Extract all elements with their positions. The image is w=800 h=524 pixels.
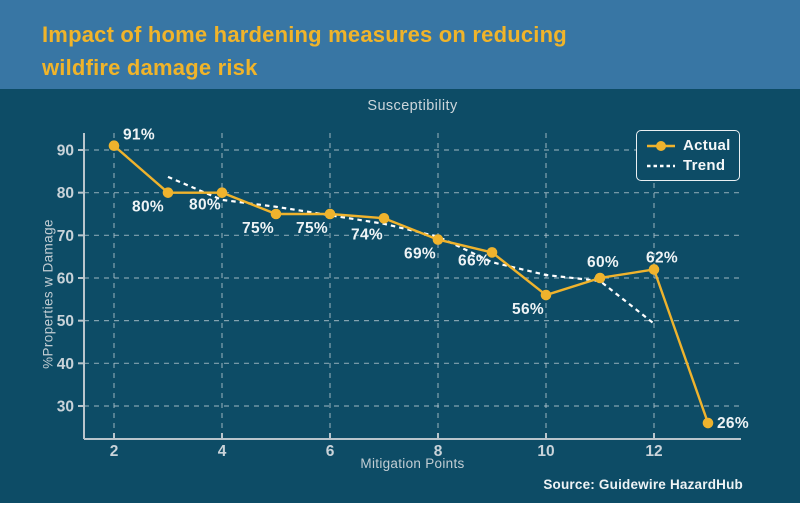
actual-series-marker-icon xyxy=(647,140,675,151)
header-banner: Impact of home hardening measures on red… xyxy=(0,0,800,89)
legend-label-actual: Actual xyxy=(683,137,731,154)
svg-text:74%: 74% xyxy=(351,226,383,243)
svg-text:62%: 62% xyxy=(646,249,678,266)
legend-label-trend: Trend xyxy=(683,157,726,174)
svg-text:6: 6 xyxy=(326,443,335,460)
svg-text:56%: 56% xyxy=(512,301,544,318)
bottom-margin xyxy=(0,503,800,524)
line-chart: 2 4 6 8 10 12 30 40 50 60 70 80 90 91% 80% 80% 75% 75% 74%… xyxy=(57,127,749,460)
svg-text:2: 2 xyxy=(110,443,119,460)
page-title: Impact of home hardening measures on red… xyxy=(0,0,800,84)
svg-text:69%: 69% xyxy=(404,246,436,263)
svg-text:4: 4 xyxy=(218,443,227,460)
svg-text:60: 60 xyxy=(57,270,74,287)
svg-text:91%: 91% xyxy=(123,127,155,144)
svg-text:66%: 66% xyxy=(458,252,490,269)
legend-item-actual: Actual xyxy=(646,137,739,154)
svg-text:80%: 80% xyxy=(189,197,221,214)
legend: Actual Trend xyxy=(636,130,740,181)
svg-text:75%: 75% xyxy=(242,220,274,237)
svg-text:26%: 26% xyxy=(717,415,749,432)
page-title-line2: wildfire damage risk xyxy=(42,55,258,80)
svg-text:90: 90 xyxy=(57,143,74,160)
svg-text:50: 50 xyxy=(57,313,74,330)
page-title-line1: Impact of home hardening measures on red… xyxy=(42,22,567,47)
legend-item-trend: Trend xyxy=(646,157,739,174)
chart-section: Susceptibility 2 4 6 8 10 12 30 40 50 60 70 80 90 91%… xyxy=(0,89,800,503)
svg-text:12: 12 xyxy=(645,443,662,460)
x-axis-label: Mitigation Points xyxy=(360,456,465,471)
svg-text:8: 8 xyxy=(434,443,443,460)
svg-text:10: 10 xyxy=(537,443,554,460)
source-credit: Source: Guidewire HazardHub xyxy=(543,477,743,492)
svg-text:75%: 75% xyxy=(296,220,328,237)
svg-text:30: 30 xyxy=(57,398,74,415)
svg-text:60%: 60% xyxy=(587,254,619,271)
svg-text:70: 70 xyxy=(57,228,74,245)
svg-text:40: 40 xyxy=(57,356,74,373)
chart-title: Susceptibility xyxy=(367,98,458,114)
svg-text:80%: 80% xyxy=(132,199,164,216)
trend-series-marker-icon xyxy=(647,164,675,167)
svg-text:80: 80 xyxy=(57,185,74,202)
